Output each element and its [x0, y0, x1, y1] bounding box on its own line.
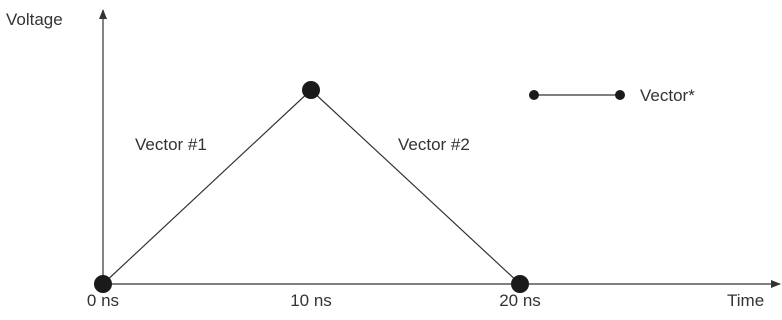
- legend-dot-start: [529, 90, 539, 100]
- vector-2-line: [310, 89, 521, 285]
- tick-label-20ns: 20 ns: [499, 291, 541, 310]
- legend-label: Vector*: [640, 86, 695, 105]
- legend-dot-end: [615, 90, 625, 100]
- vertex-0ns: [94, 275, 112, 293]
- vertex-20ns: [511, 275, 529, 293]
- vector-1-line: [102, 89, 312, 285]
- legend: Vector*: [529, 86, 695, 105]
- x-axis-label: Time: [727, 291, 764, 310]
- vector-1-label: Vector #1: [135, 135, 207, 154]
- vertex-10ns-peak: [302, 81, 320, 99]
- vector-2-label: Vector #2: [398, 135, 470, 154]
- tick-label-10ns: 10 ns: [290, 291, 332, 310]
- tick-label-0ns: 0 ns: [87, 291, 119, 310]
- y-axis-label: Voltage: [6, 10, 63, 29]
